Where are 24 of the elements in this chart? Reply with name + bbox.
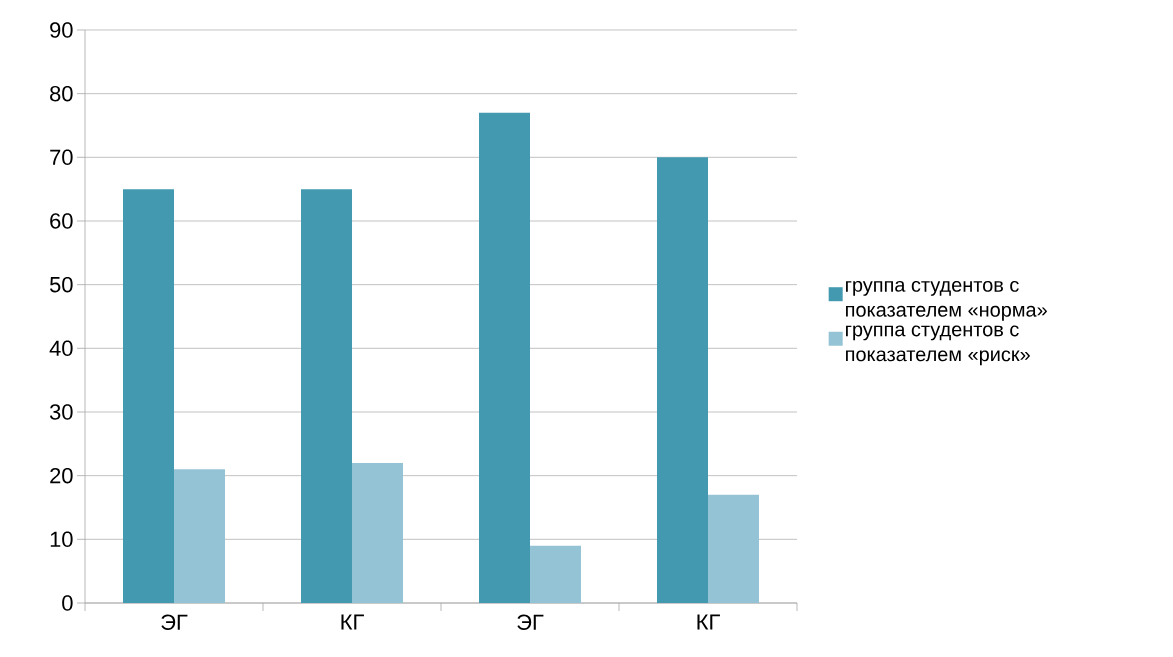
legend-label: группа студентов с показателем «норма» <box>846 280 1047 321</box>
y-tick-label: 60 <box>50 213 73 229</box>
bar <box>352 462 404 603</box>
y-tick-label: 70 <box>50 149 73 166</box>
y-tick-label: 0 <box>62 595 73 611</box>
x-tick-label: КГ <box>697 614 720 630</box>
bar <box>708 494 760 603</box>
y-tick-label: 10 <box>50 531 73 548</box>
bar <box>530 545 582 603</box>
y-tick-label: 90 <box>50 22 73 38</box>
x-tick-label: КГ <box>341 614 364 630</box>
legend-label: группа студентов с показателем «риск» <box>846 325 1030 366</box>
x-tick-label: ЭГ <box>517 614 544 631</box>
y-tick-label: 50 <box>49 276 73 293</box>
bar <box>123 189 175 603</box>
bar <box>301 189 353 603</box>
bar <box>657 157 709 603</box>
bar <box>174 469 226 603</box>
y-tick-label: 20 <box>50 467 73 484</box>
y-tick-label: 80 <box>50 85 73 102</box>
bar <box>479 112 531 603</box>
y-tick-label: 30 <box>49 404 73 420</box>
y-tick-label: 40 <box>49 340 73 357</box>
x-tick-label: ЭГ <box>161 614 188 631</box>
